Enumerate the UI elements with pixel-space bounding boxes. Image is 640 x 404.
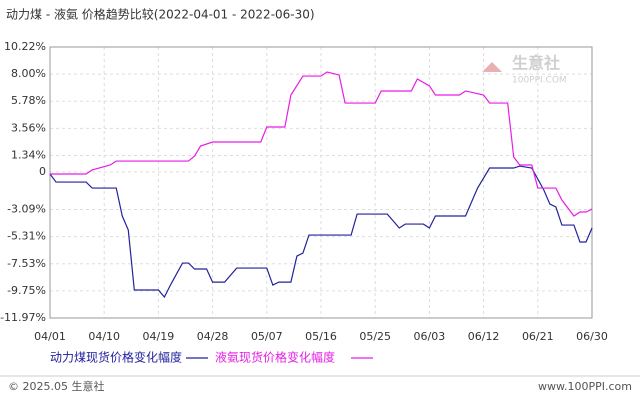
x-tick-label: 04/28 <box>197 330 229 343</box>
x-tick-label: 06/03 <box>414 330 446 343</box>
y-tick-label: -3.09% <box>7 203 46 216</box>
x-tick-label: 04/01 <box>34 330 66 343</box>
y-tick-label: 0 <box>39 165 46 178</box>
y-tick-label: -7.53% <box>7 257 46 270</box>
watermark: 生意社 <box>512 54 560 73</box>
y-tick-label: 8.00% <box>11 67 46 80</box>
y-tick-label: 5.78% <box>11 94 46 107</box>
plot-border <box>49 46 593 319</box>
chart-title: 动力煤 - 液氨 价格趋势比较(2022-04-01 - 2022-06-30) <box>6 7 315 22</box>
x-tick-label: 06/12 <box>468 330 500 343</box>
x-tick-label: 04/10 <box>88 330 120 343</box>
legend-label: 液氨现货价格变化幅度 <box>215 350 335 365</box>
x-tick-label: 04/19 <box>143 330 175 343</box>
y-tick-label: 3.56% <box>11 121 46 134</box>
x-tick-label: 05/16 <box>305 330 337 343</box>
y-tick-label: 1.34% <box>11 148 46 161</box>
source-url: www.100PPI.com <box>538 380 632 393</box>
x-tick-label: 05/25 <box>359 330 391 343</box>
y-tick-label: -5.31% <box>7 230 46 243</box>
legend-label: 动力煤现货价格变化幅度 <box>50 350 182 365</box>
copyright: © 2025.05 生意社 <box>8 379 104 393</box>
y-tick-label: -9.75% <box>7 284 46 297</box>
y-tick-label: -11.97% <box>0 311 46 324</box>
watermark-icon <box>482 62 502 72</box>
x-tick-label: 06/21 <box>522 330 554 343</box>
x-tick-label: 05/07 <box>251 330 283 343</box>
series-line <box>50 71 593 217</box>
y-tick-label: 10.22% <box>4 40 46 53</box>
x-tick-label: 06/30 <box>576 330 608 343</box>
watermark-sub: 100PPI.COM <box>512 76 567 86</box>
